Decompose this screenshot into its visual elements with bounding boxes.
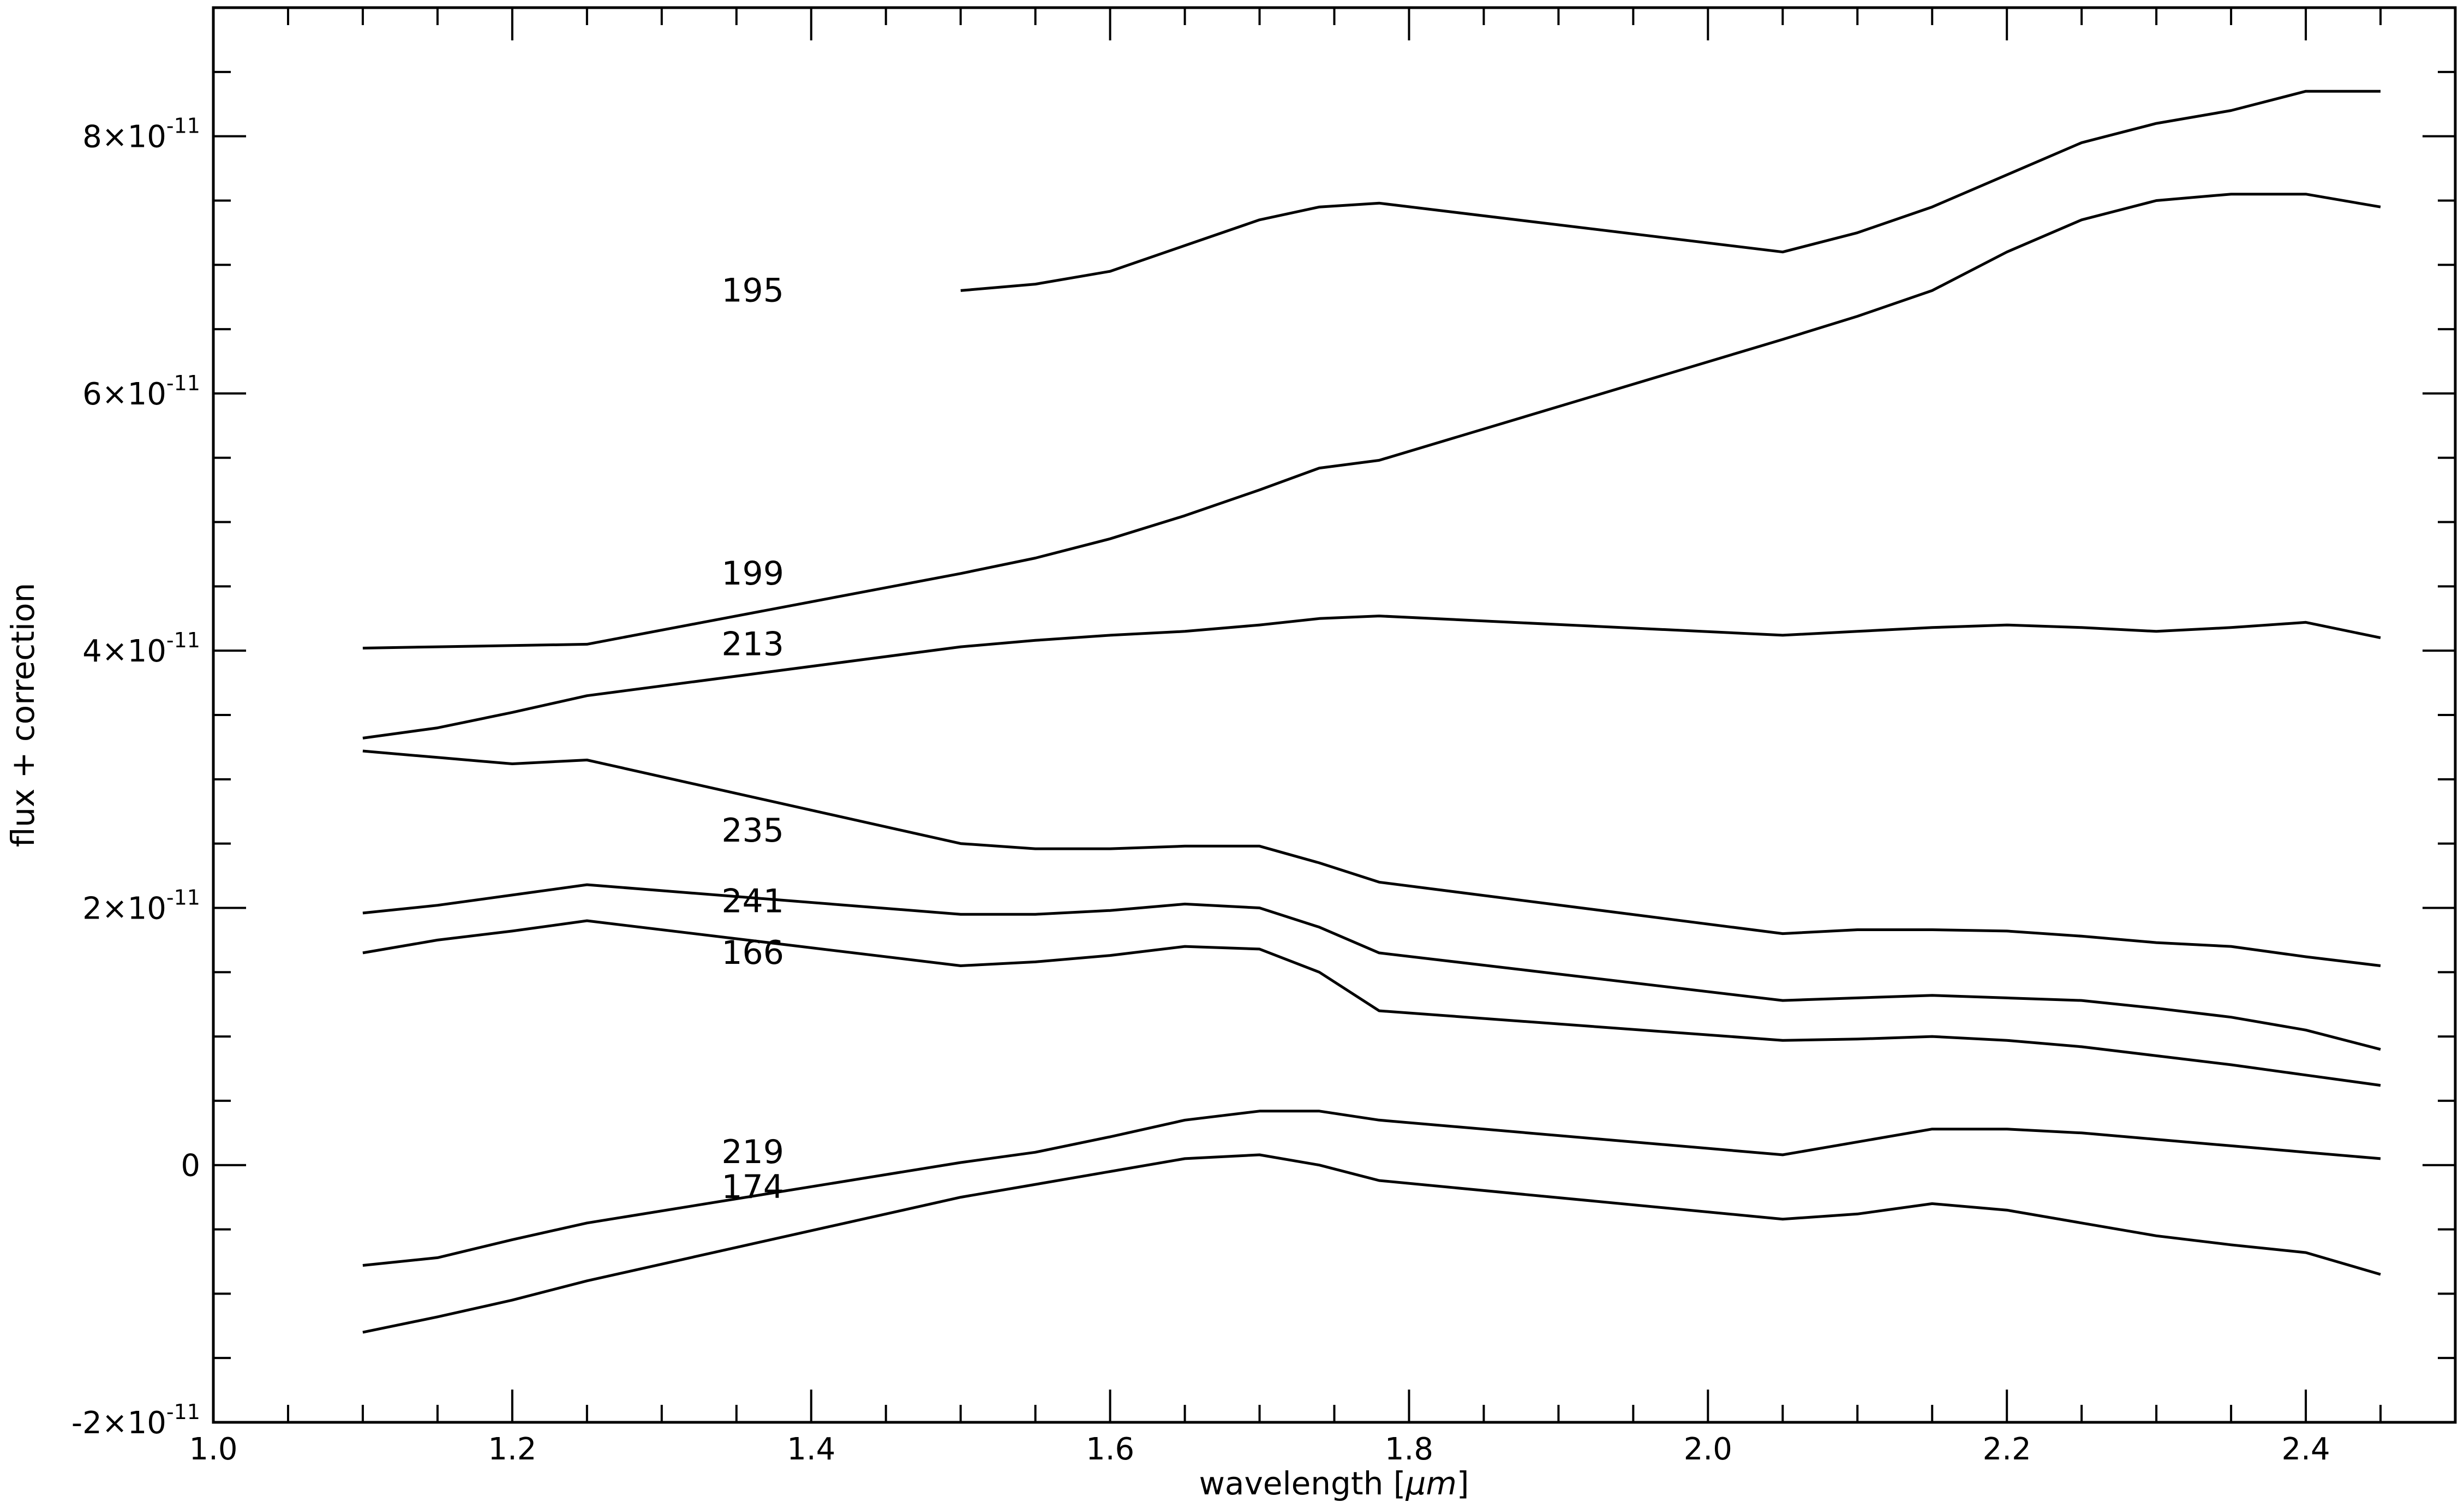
series-line-199 [362,193,2381,649]
series-label-213: 213 [721,625,784,663]
x-tick-label: 1.4 [787,1432,835,1467]
y-tick-label: 6×10-11 [82,371,200,412]
y-tick-labels: -2×10-11 0 2×10-11 4×10-11 6×10-11 8×10-11 [71,114,200,1441]
series-lines [362,90,2381,1334]
y-tick-label: 8×10-11 [82,114,200,155]
series-label-241: 241 [721,883,784,921]
series-label-195: 195 [721,271,784,309]
series-line-235 [362,749,2381,967]
x-tick-label: 1.0 [189,1432,237,1467]
x-axis-title: wavelength [μm] [1199,1465,1469,1502]
series-line-219 [362,1110,2381,1267]
series-line-241 [362,883,2381,1051]
series-line-166 [362,919,2381,1087]
y-tick-label: 0 [181,1148,200,1184]
series-label-235: 235 [721,812,784,850]
x-tick-label: 1.8 [1385,1432,1433,1467]
series-label-199: 199 [721,555,784,593]
axis-ticks [212,7,2456,1423]
x-tick-label: 1.6 [1086,1432,1134,1467]
y-tick-label: 4×10-11 [82,628,200,669]
x-tick-label: 2.0 [1684,1432,1732,1467]
series-line-213 [362,615,2381,740]
x-tick-label: 1.2 [488,1432,536,1467]
x-tick-label: 2.2 [1983,1432,2031,1467]
y-tick-label: -2×10-11 [71,1400,200,1441]
series-line-174 [362,1153,2381,1334]
series-label-219: 219 [721,1133,784,1171]
x-tick-labels: 1.0 1.2 1.4 1.6 1.8 2.0 2.2 2.4 [189,1432,2330,1467]
x-tick-label: 2.4 [2282,1432,2330,1467]
y-axis-title: flux + correction [4,583,41,848]
series-label-166: 166 [721,934,784,972]
y-tick-label: 2×10-11 [82,885,200,926]
series-label-174: 174 [721,1168,784,1206]
series-line-195 [960,90,2381,292]
plot-frame [212,6,2457,1424]
